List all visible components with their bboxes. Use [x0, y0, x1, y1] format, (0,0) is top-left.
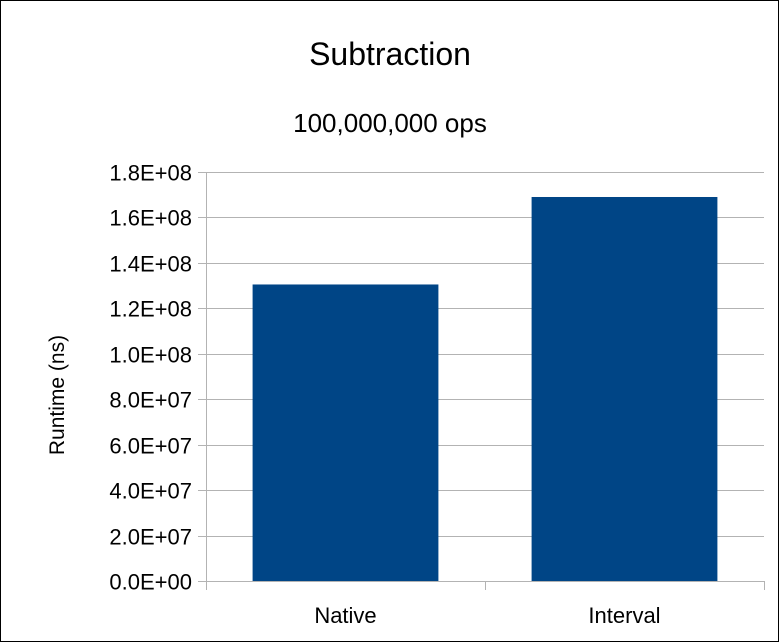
- y-tick-label: 1.8E+08: [109, 161, 192, 186]
- y-tick-labels: 0.0E+00 2.0E+07 4.0E+07 6.0E+07 8.0E+07 1.0E+…: [109, 161, 192, 595]
- y-tick-label: 6.0E+07: [109, 434, 192, 459]
- y-tick-label: 4.0E+07: [109, 479, 192, 504]
- y-tick-label: 2.0E+07: [109, 525, 192, 550]
- x-tick-label: Interval: [588, 603, 660, 628]
- y-tick-label: 0.0E+00: [109, 570, 192, 595]
- y-tick-label: 8.0E+07: [109, 388, 192, 413]
- chart-title: Subtraction: [309, 36, 471, 72]
- y-tick-label: 1.4E+08: [109, 252, 192, 277]
- x-tick-label: Native: [314, 603, 376, 628]
- y-tick-label: 1.2E+08: [109, 297, 192, 322]
- bars: [252, 196, 718, 581]
- chart-subtitle: 100,000,000 ops: [293, 108, 487, 138]
- y-tick-label: 1.6E+08: [109, 206, 192, 231]
- bar-interval: [531, 196, 718, 581]
- y-axis-label: Runtime (ns): [46, 335, 69, 455]
- axes: [198, 172, 765, 590]
- y-tick-label: 1.0E+08: [109, 343, 192, 368]
- bar-native: [252, 284, 439, 581]
- x-tick-labels: Native Interval: [314, 603, 660, 628]
